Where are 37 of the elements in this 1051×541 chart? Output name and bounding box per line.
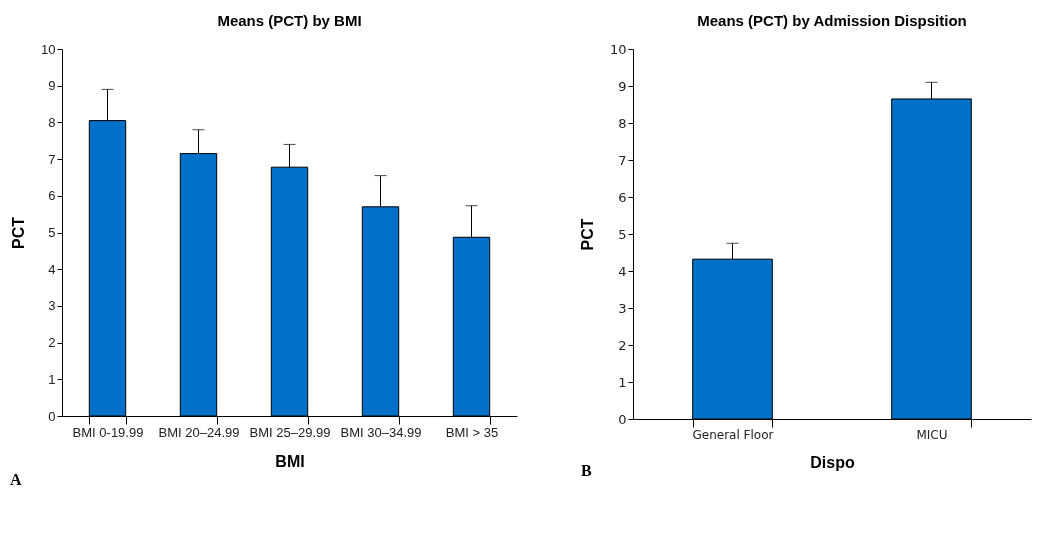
y-tick-label: 10 (41, 41, 56, 57)
x-tick-label: BMI > 35 (445, 424, 499, 440)
x-tick-label: BMI 20–24.99 (158, 424, 240, 440)
x-tick-label: BMI 25–29.99 (249, 424, 331, 440)
y-tick-label: 9 (618, 78, 627, 94)
y-tick-label: 5 (618, 226, 627, 242)
chart-title: Means (PCT) by BMI (217, 12, 362, 29)
y-tick-label: 0 (48, 408, 56, 424)
x-axis-title: Dispo (810, 453, 855, 471)
y-tick-label: 2 (48, 335, 56, 351)
y-tick-label: 5 (48, 225, 56, 240)
y-tick-label: 6 (618, 189, 627, 205)
x-tick-label: MICU (916, 427, 948, 442)
x-tick-label: BMI 30–34.99 (340, 424, 422, 440)
y-tick-label: 7 (618, 152, 627, 168)
y-tick-label: 4 (618, 263, 627, 279)
text: A (10, 471, 22, 488)
text: B (581, 462, 592, 479)
chart-title: Means (PCT) by Admission Dispsition (697, 12, 967, 29)
y-tick-label: 4 (48, 261, 56, 277)
y-tick-label: 1 (48, 371, 56, 387)
x-tick-label: General Floor (692, 427, 774, 442)
y-tick-label: 0 (618, 411, 627, 427)
y-tick-label: 8 (618, 115, 627, 131)
y-tick-label: 8 (48, 114, 56, 130)
y-tick-label: 3 (618, 300, 627, 316)
y-axis-title: PCT (10, 216, 28, 249)
y-tick-label: 3 (48, 298, 56, 314)
x-axis-title: BMI (275, 452, 305, 470)
x-tick-label: BMI 0-19.99 (72, 424, 144, 440)
y-tick-label: 9 (48, 78, 56, 94)
y-tick-label: 1 (618, 374, 627, 390)
y-tick-label: 2 (618, 337, 627, 353)
y-axis-title: PCT (578, 218, 596, 251)
y-tick-label: 10 (609, 41, 627, 57)
y-tick-label: 7 (48, 151, 56, 167)
y-tick-label: 6 (48, 188, 56, 204)
